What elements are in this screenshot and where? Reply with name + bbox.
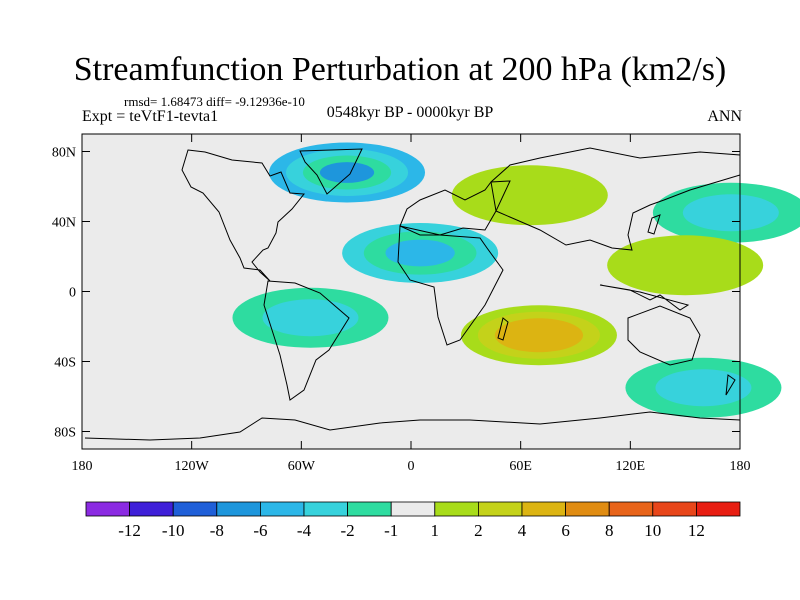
x-tick-label: 60E — [509, 459, 532, 474]
coastline-australia — [627, 305, 701, 366]
y-tick-label: 80N — [52, 146, 76, 161]
axis-tick-labels: 180 120W 60W 0 60E 120E 180 80N 40N 0 40S 80S — [52, 146, 751, 475]
colorbar-label: -1 — [384, 521, 398, 540]
coastline-new-zealand — [725, 374, 736, 396]
north-pacific-low-contour — [682, 194, 779, 232]
colorbar-label: 1 — [431, 521, 440, 540]
colorbar-label: 2 — [474, 521, 483, 540]
colorbar-swatch — [608, 501, 654, 517]
coastlines — [84, 147, 741, 441]
experiment-label: Expt = teVtF1-tevta1 — [82, 108, 219, 125]
eurasia-high-contour — [481, 176, 578, 214]
colorbar-swatch — [347, 501, 392, 517]
colorbar-swatch — [477, 501, 523, 517]
coastline-japan — [647, 214, 661, 235]
colorbar-swatch — [565, 501, 610, 517]
colorbar: -12 -10 -8 -6 -4 -2 -1 1 2 4 6 8 10 12 — [85, 501, 741, 540]
chart-title: Streamfunction Perturbation at 200 hPa (… — [73, 51, 727, 88]
y-tick-label: 80S — [54, 426, 76, 441]
coastline-madagascar — [497, 317, 509, 341]
colorbar-swatch — [390, 501, 436, 517]
colorbar-swatch — [259, 501, 305, 517]
anomaly-contours — [82, 134, 800, 449]
x-tick-label: 120E — [616, 459, 646, 474]
north-atlantic-low-contour — [319, 162, 375, 183]
colorbar-label: 12 — [688, 521, 705, 540]
x-tick-label: 60W — [288, 459, 316, 474]
colorbar-swatch — [172, 501, 218, 517]
colorbar-label: 10 — [644, 521, 661, 540]
colorbar-label: -8 — [210, 521, 224, 540]
south-america-low-contour — [262, 299, 359, 337]
colorbar-swatch — [434, 501, 479, 517]
coastline-north-america — [181, 149, 305, 282]
x-tick-label: 120W — [175, 459, 210, 474]
colorbar-swatch — [696, 501, 741, 517]
x-tick-label: 180 — [730, 459, 751, 474]
coastline-maritime-asia — [599, 284, 690, 311]
colorbar-swatch — [216, 501, 261, 517]
indian-ocean-high-contour — [511, 324, 567, 346]
southern-pacific-low-contour — [655, 369, 752, 407]
colorbar-swatch — [652, 501, 697, 517]
stats-label: rmsd= 1.68473 diff= -9.12936e-10 — [124, 94, 305, 109]
coastline-south-america — [263, 280, 350, 401]
west-pacific-high-contour — [637, 246, 734, 284]
x-tick-label: 0 — [408, 459, 415, 474]
y-tick-label: 40S — [54, 356, 76, 371]
period-label: 0548kyr BP - 0000kyr BP — [326, 104, 494, 121]
x-tick-label: 180 — [72, 459, 93, 474]
colorbar-label: 4 — [518, 521, 527, 540]
coastline-europe — [399, 180, 511, 236]
coastline-antarctica — [84, 411, 741, 441]
colorbar-swatch — [129, 501, 174, 517]
season-label: ANN — [707, 108, 742, 125]
colorbar-label: -12 — [118, 521, 141, 540]
colorbar-label: 8 — [605, 521, 614, 540]
north-africa-low-contour — [385, 239, 455, 267]
coastline-africa — [397, 225, 504, 346]
y-tick-label: 40N — [52, 216, 76, 231]
colorbar-label: -2 — [341, 521, 355, 540]
coastline-greenland — [299, 148, 363, 195]
colorbar-label: -4 — [297, 521, 312, 540]
colorbar-swatch — [521, 501, 566, 517]
y-tick-label: 0 — [69, 286, 76, 301]
colorbar-swatch — [303, 501, 348, 517]
colorbar-swatch — [85, 501, 130, 517]
colorbar-label: -6 — [253, 521, 267, 540]
axis-ticks — [81, 134, 741, 449]
coastline-asia — [490, 147, 741, 251]
colorbar-label: 6 — [561, 521, 570, 540]
colorbar-label: -10 — [162, 521, 185, 540]
